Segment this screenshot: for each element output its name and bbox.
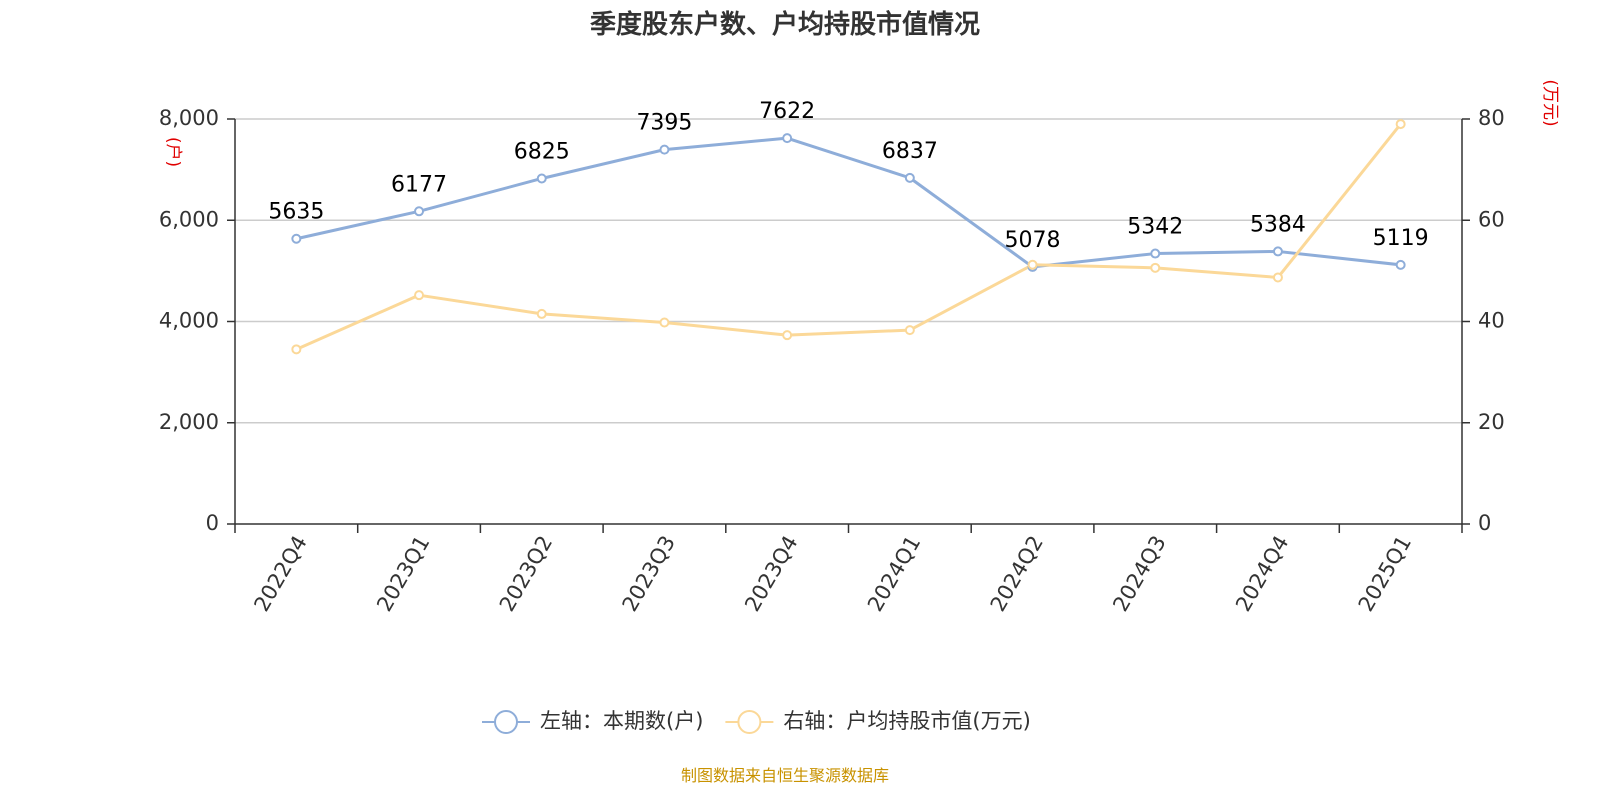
avg-value-point: [291, 344, 302, 355]
data-label: 6177: [391, 172, 447, 197]
right-axis-unit: (万元): [1540, 79, 1560, 126]
chart-title: 季度股东户数、户均持股市值情况: [590, 9, 980, 40]
legend-item-avg-value[interactable]: 右轴：户均持股市值(万元): [725, 709, 1031, 734]
x-axis-tick-label: 2025Q1: [1354, 532, 1416, 616]
label-layer: 5635 6177 6825 7395 7622 6837 5078 5342 5384 5119: [268, 99, 1428, 253]
avg-value-point: [536, 308, 547, 319]
left-axis-unit: (户): [163, 137, 183, 167]
left-axis-tick-label: 8,000: [159, 106, 219, 130]
x-axis-tick-label: 2023Q1: [372, 532, 434, 616]
data-label: 5078: [1005, 228, 1061, 253]
x-axis-tick-label: 2023Q4: [740, 532, 802, 616]
series-line-avg-value: [295, 123, 1402, 351]
right-axis-tick-label: 80: [1478, 106, 1505, 130]
avg-value-point: [1395, 119, 1406, 130]
avg-value-point: [1150, 262, 1161, 273]
avg-value-point: [1027, 259, 1038, 270]
data-label: 7622: [759, 99, 815, 124]
legend-label: 右轴：户均持股市值(万元): [783, 709, 1030, 733]
axis-layer: 0 2,000 4,000 6,000 8,000 0 20 40 60 80 2022Q4 2023…: [159, 106, 1505, 616]
shareholders-point: [659, 144, 670, 155]
grid-layer: [235, 118, 1462, 424]
data-label: 5635: [268, 200, 324, 225]
legend[interactable]: 左轴：本期数(户) 右轴：户均持股市值(万元): [482, 709, 1031, 734]
shareholders-point: [1395, 259, 1406, 270]
legend-label: 左轴：本期数(户): [540, 709, 703, 733]
x-axis-tick-label: 2024Q2: [986, 532, 1048, 616]
data-label: 6825: [514, 139, 570, 164]
series-line-shareholders: [296, 136, 1401, 269]
shareholders-point: [782, 133, 793, 144]
avg-value-point: [904, 325, 915, 336]
source-note: 制图数据来自恒生聚源数据库: [681, 766, 889, 785]
left-axis-tick-label: 6,000: [159, 207, 219, 231]
avg-value-point: [659, 317, 670, 328]
shareholders-point: [1272, 246, 1283, 257]
left-axis-tick-label: 2,000: [159, 410, 219, 434]
avg-value-point: [414, 290, 425, 301]
data-label: 5342: [1127, 215, 1183, 240]
legend-marker: [494, 710, 518, 734]
avg-value-point: [782, 330, 793, 341]
right-axis-tick-label: 60: [1478, 207, 1505, 231]
shareholders-point: [536, 173, 547, 184]
shareholders-point: [904, 172, 915, 183]
shareholders-point: [291, 233, 302, 244]
right-axis-tick-label: 20: [1478, 410, 1505, 434]
shareholders-point: [1150, 248, 1161, 259]
x-axis-tick-label: 2023Q2: [495, 532, 557, 616]
data-label: 7395: [636, 111, 692, 136]
x-axis-tick-label: 2023Q3: [618, 532, 680, 616]
x-axis-tick-label: 2022Q4: [249, 532, 311, 616]
left-axis-tick-label: 0: [206, 511, 219, 535]
shareholders-point: [414, 206, 425, 217]
x-axis-tick-label: 2024Q3: [1108, 532, 1170, 616]
left-axis-tick-label: 4,000: [159, 309, 219, 333]
legend-marker: [737, 710, 762, 734]
x-axis-tick-label: 2024Q1: [863, 532, 925, 616]
x-axis-tick-label: 2024Q4: [1231, 532, 1293, 616]
avg-value-point: [1272, 272, 1283, 283]
series-layer: [291, 119, 1406, 355]
right-axis-tick-label: 40: [1478, 309, 1505, 333]
right-axis-tick-label: 0: [1478, 511, 1491, 535]
data-label: 5119: [1373, 226, 1429, 251]
data-label: 6837: [882, 139, 938, 164]
legend-item-shareholders[interactable]: 左轴：本期数(户): [482, 709, 703, 734]
data-label: 5384: [1250, 212, 1306, 237]
